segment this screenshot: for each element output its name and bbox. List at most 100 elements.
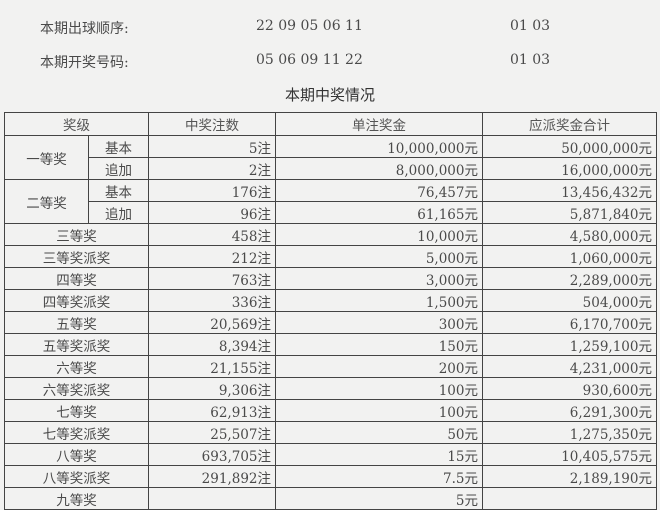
prize-cell: 3,000元: [275, 267, 483, 290]
grade-cell: 一等奖: [4, 135, 89, 180]
grade-cell: 三等奖: [4, 223, 149, 246]
grade-cell: 八等奖派奖: [4, 465, 149, 488]
table-row: 九等奖 5元: [4, 487, 657, 510]
prize-cell: 10,000元: [275, 223, 483, 246]
grade-cell: 七等奖: [4, 399, 149, 422]
prize-cell: 100元: [275, 377, 483, 400]
total-cell: 4,231,000元: [482, 355, 657, 378]
grade-cell: 四等奖派奖: [4, 289, 149, 312]
prize-cell: 61,165元: [275, 201, 483, 224]
header-count: 中奖注数: [148, 112, 276, 136]
prize-table: 奖级 中奖注数 单注奖金 应派奖金合计 一等奖 基本 5注 10,000,000元 50…: [4, 112, 657, 510]
count-cell: 21,155注: [148, 355, 276, 378]
table-row: 七等奖 62,913注 100元 6,291,300元: [4, 399, 657, 422]
table-header-row: 奖级 中奖注数 单注奖金 应派奖金合计: [4, 112, 657, 136]
prize-cell: 5元: [275, 487, 483, 510]
header-grade: 奖级: [4, 112, 149, 136]
total-cell: 6,170,700元: [482, 311, 657, 334]
prize-cell: 100元: [275, 399, 483, 422]
count-cell: [148, 487, 276, 510]
table-row: 追加 96注 61,165元 5,871,840元: [5, 201, 657, 224]
table-row: 八等奖派奖 291,892注 7.5元 2,189,190元: [4, 465, 657, 488]
total-cell: 504,000元: [482, 289, 657, 312]
count-cell: 20,569注: [148, 311, 276, 334]
prize-cell: 15元: [275, 443, 483, 466]
count-cell: 2注: [148, 157, 276, 180]
count-cell: 176注: [148, 179, 276, 202]
table-row: 八等奖 693,705注 15元 10,405,575元: [4, 443, 657, 466]
prize-cell: 300元: [275, 311, 483, 334]
draw-order-front: 22 09 05 06 11: [256, 18, 363, 34]
total-cell: 1,259,100元: [482, 333, 657, 356]
sub-grade-cell: 追加: [88, 201, 149, 224]
table-row: 三等奖派奖 212注 5,000元 1,060,000元: [4, 245, 657, 268]
table-row: 六等奖 21,155注 200元 4,231,000元: [4, 355, 657, 378]
grade-cell: 七等奖派奖: [4, 421, 149, 444]
grade-cell: 三等奖派奖: [4, 245, 149, 268]
grade-cell: 九等奖: [4, 487, 149, 510]
grade-cell: 五等奖派奖: [4, 333, 149, 356]
total-cell: 2,189,190元: [482, 465, 657, 488]
table-row: 五等奖派奖 8,394注 150元 1,259,100元: [4, 333, 657, 356]
table-row: 五等奖 20,569注 300元 6,170,700元: [4, 311, 657, 334]
count-cell: 693,705注: [148, 443, 276, 466]
table-row: 七等奖派奖 25,507注 50元 1,275,350元: [4, 421, 657, 444]
winning-numbers-front: 05 06 09 11 22: [256, 52, 363, 68]
total-cell: 4,580,000元: [482, 223, 657, 246]
table-row: 四等奖 763注 3,000元 2,289,000元: [4, 267, 657, 290]
draw-order-back: 01 03: [510, 18, 551, 34]
grade-cell: 二等奖: [4, 179, 89, 224]
header-prize: 单注奖金: [275, 112, 483, 136]
count-cell: 5注: [148, 135, 276, 158]
prize-cell: 5,000元: [275, 245, 483, 268]
total-cell: 16,000,000元: [482, 157, 657, 180]
grade-cell: 六等奖派奖: [4, 377, 149, 400]
total-cell: 2,289,000元: [482, 267, 657, 290]
draw-order-label: 本期出球顺序:: [40, 21, 129, 37]
count-cell: 9,306注: [148, 377, 276, 400]
prize-cell: 7.5元: [275, 465, 483, 488]
sub-grade-cell: 基本: [88, 135, 149, 158]
count-cell: 763注: [148, 267, 276, 290]
total-cell: 50,000,000元: [482, 135, 657, 158]
count-cell: 458注: [148, 223, 276, 246]
sub-grade-cell: 基本: [88, 179, 149, 202]
table-title: 本期中奖情况: [284, 86, 375, 104]
table-row: 一等奖 基本 5注 10,000,000元 50,000,000元: [4, 135, 657, 180]
prize-cell: 1,500元: [275, 289, 483, 312]
count-cell: 336注: [148, 289, 276, 312]
grade-cell: 六等奖: [4, 355, 149, 378]
total-cell: 10,405,575元: [482, 443, 657, 466]
header-total: 应派奖金合计: [482, 112, 657, 136]
total-cell: 5,871,840元: [482, 201, 657, 224]
count-cell: 25,507注: [148, 421, 276, 444]
table-row: 四等奖派奖 336注 1,500元 504,000元: [4, 289, 657, 312]
prize-cell: 76,457元: [275, 179, 483, 202]
total-cell: 1,060,000元: [482, 245, 657, 268]
grade-cell: 八等奖: [4, 443, 149, 466]
total-cell: 1,275,350元: [482, 421, 657, 444]
total-cell: 930,600元: [482, 377, 657, 400]
prize-cell: 150元: [275, 333, 483, 356]
count-cell: 291,892注: [148, 465, 276, 488]
count-cell: 212注: [148, 245, 276, 268]
count-cell: 96注: [148, 201, 276, 224]
grade-cell: 四等奖: [4, 267, 149, 290]
winning-numbers-back: 01 03: [510, 52, 551, 68]
prize-cell: 10,000,000元: [275, 135, 483, 158]
table-row: 追加 2注 8,000,000元 16,000,000元: [5, 157, 657, 180]
total-cell: 6,291,300元: [482, 399, 657, 422]
total-cell: 13,456,432元: [482, 179, 657, 202]
winning-numbers-label: 本期开奖号码:: [40, 55, 129, 71]
table-row: 二等奖 基本 176注 76,457元 13,456,432元: [4, 179, 657, 224]
sub-grade-cell: 追加: [88, 157, 149, 180]
prize-cell: 8,000,000元: [275, 157, 483, 180]
prize-cell: 200元: [275, 355, 483, 378]
count-cell: 62,913注: [148, 399, 276, 422]
prize-cell: 50元: [275, 421, 483, 444]
table-row: 六等奖派奖 9,306注 100元 930,600元: [4, 377, 657, 400]
count-cell: 8,394注: [148, 333, 276, 356]
grade-cell: 五等奖: [4, 311, 149, 334]
total-cell: [482, 487, 657, 510]
table-row: 三等奖 458注 10,000元 4,580,000元: [4, 223, 657, 246]
